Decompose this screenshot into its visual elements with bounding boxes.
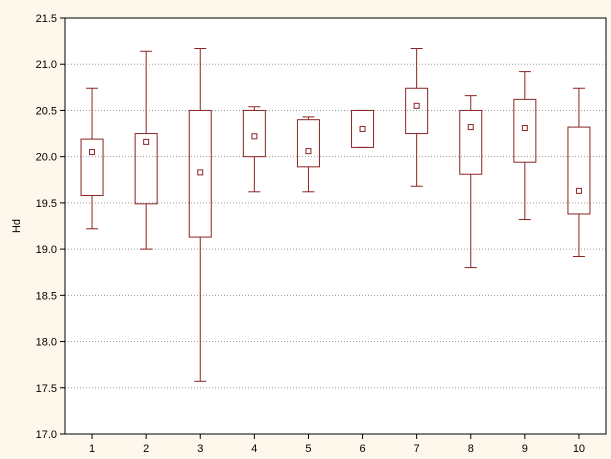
- box-2: [134, 50, 158, 250]
- center-marker: [467, 124, 474, 131]
- box-4: [242, 106, 266, 193]
- box-body: [459, 109, 483, 175]
- x-tick-label: 7: [414, 443, 420, 455]
- box-9: [513, 71, 537, 221]
- center-marker: [305, 148, 312, 155]
- x-tick-label: 1: [89, 443, 95, 455]
- x-tick-label: 3: [197, 443, 203, 455]
- y-tick-label: 17.5: [36, 383, 57, 395]
- y-axis-ticks: 17.0 17.5 18.0 18.5 19.0 19.5 20.0 20.5 21.0 21.5: [36, 13, 65, 441]
- box-body: [188, 109, 212, 238]
- y-tick-label: 19.5: [36, 198, 57, 210]
- plot-background: [65, 18, 606, 434]
- box-3: [188, 48, 212, 382]
- center-marker: [359, 125, 366, 132]
- box-body: [134, 133, 158, 205]
- box-series: [80, 48, 591, 382]
- y-tick-label: 19.0: [36, 244, 57, 256]
- x-tick-label: 6: [359, 443, 365, 455]
- x-tick-label: 5: [305, 443, 311, 455]
- y-tick-label: 18.5: [36, 290, 57, 302]
- x-axis-ticks: 1 2 3 4 5 6 7 8 9 10: [89, 434, 585, 455]
- x-tick-label: 2: [143, 443, 149, 455]
- y-tick-label: 18.0: [36, 337, 57, 349]
- center-marker: [413, 102, 420, 109]
- center-marker: [575, 187, 582, 194]
- box-body: [296, 119, 320, 168]
- box-body: [351, 109, 375, 148]
- box-7: [405, 48, 429, 187]
- box-body: [242, 109, 266, 158]
- x-tick-label: 9: [522, 443, 528, 455]
- y-tick-label: 20.5: [36, 105, 57, 117]
- x-tick-label: 10: [573, 443, 585, 455]
- gridlines: [65, 63, 606, 389]
- box-body: [80, 138, 104, 196]
- box-6: [351, 109, 375, 148]
- center-marker: [197, 169, 204, 176]
- box-1: [80, 87, 104, 230]
- center-marker: [251, 133, 258, 140]
- y-tick-label: 21.5: [36, 13, 57, 25]
- box-body: [405, 87, 429, 135]
- y-tick-label: 21.0: [36, 59, 57, 71]
- y-tick-label: 17.0: [36, 429, 57, 441]
- plot-frame: [64, 17, 607, 435]
- y-axis-label: Hd: [11, 219, 23, 233]
- y-tick-label: 20.0: [36, 152, 57, 164]
- box-body: [567, 126, 591, 215]
- center-marker: [89, 149, 96, 156]
- box-10: [567, 87, 591, 258]
- x-tick-label: 4: [251, 443, 257, 455]
- x-tick-label: 8: [468, 443, 474, 455]
- box-5: [296, 116, 320, 193]
- center-marker: [521, 125, 528, 132]
- box-body: [513, 98, 537, 163]
- box-8: [459, 95, 483, 269]
- center-marker: [143, 138, 150, 145]
